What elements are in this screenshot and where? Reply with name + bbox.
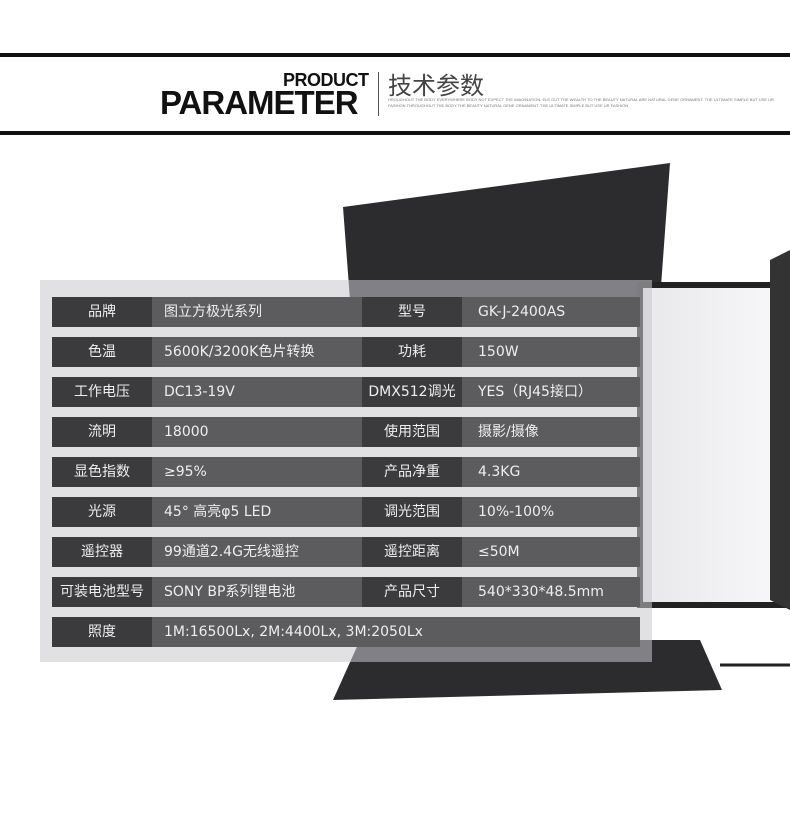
spec-value: 摄影/摄像 xyxy=(462,417,640,447)
divider xyxy=(378,72,379,116)
spec-label: 照度 xyxy=(52,617,152,647)
spec-value: 4.3KG xyxy=(462,457,640,487)
spec-label: 色温 xyxy=(52,337,152,367)
title-parameter: PARAMETER xyxy=(160,84,359,121)
spec-row: 品牌 图立方极光系列 型号 GK-J-2400AS xyxy=(52,297,640,327)
spec-label: 功耗 xyxy=(362,337,462,367)
spec-label: 品牌 xyxy=(52,297,152,327)
spec-label: DMX512调光 xyxy=(362,377,462,407)
spec-label: 型号 xyxy=(362,297,462,327)
spec-value: 5600K/3200K色片转换 xyxy=(152,337,362,367)
tagline: HROUGHOUT THE BODY EVERYWHERE BODY NOT E… xyxy=(388,97,774,108)
spec-value: DC13-19V xyxy=(152,377,362,407)
spec-row: 流明 18000 使用范围 摄影/摄像 xyxy=(52,417,640,447)
spec-value: 99通道2.4G无线遥控 xyxy=(152,537,362,567)
spec-value: 45° 高亮φ5 LED xyxy=(152,497,362,527)
spec-label: 遥控器 xyxy=(52,537,152,567)
spec-row: 色温 5600K/3200K色片转换 功耗 150W xyxy=(52,337,640,367)
spec-row: 工作电压 DC13-19V DMX512调光 YES（RJ45接口） xyxy=(52,377,640,407)
spec-value: SONY BP系列锂电池 xyxy=(152,577,362,607)
spec-row: 遥控器 99通道2.4G无线遥控 遥控距离 ≤50M xyxy=(52,537,640,567)
spec-value: 18000 xyxy=(152,417,362,447)
spec-label: 产品尺寸 xyxy=(362,577,462,607)
spec-label: 可装电池型号 xyxy=(52,577,152,607)
spec-value: ≥95% xyxy=(152,457,362,487)
spec-row: 显色指数 ≥95% 产品净重 4.3KG xyxy=(52,457,640,487)
spec-label: 显色指数 xyxy=(52,457,152,487)
spec-label: 遥控距离 xyxy=(362,537,462,567)
title-product: PRODUCT xyxy=(283,70,369,90)
bottom-rule xyxy=(0,131,790,135)
spec-label: 使用范围 xyxy=(362,417,462,447)
spec-value: 10%-100% xyxy=(462,497,640,527)
spec-row: 可装电池型号 SONY BP系列锂电池 产品尺寸 540*330*48.5mm xyxy=(52,577,640,607)
spec-label: 流明 xyxy=(52,417,152,447)
spec-value: 150W xyxy=(462,337,640,367)
top-rule xyxy=(0,53,790,57)
spec-value: 540*330*48.5mm xyxy=(462,577,640,607)
spec-label: 产品净重 xyxy=(362,457,462,487)
spec-label: 光源 xyxy=(52,497,152,527)
spec-value: YES（RJ45接口） xyxy=(462,377,640,407)
spec-value: GK-J-2400AS xyxy=(462,297,640,327)
spec-value: ≤50M xyxy=(462,537,640,567)
title-cn: 技术参数 xyxy=(388,72,484,100)
spec-row: 光源 45° 高亮φ5 LED 调光范围 10%-100% xyxy=(52,497,640,527)
spec-label: 调光范围 xyxy=(362,497,462,527)
spec-label: 工作电压 xyxy=(52,377,152,407)
spec-row: 照度 1M:16500Lx, 2M:4400Lx, 3M:2050Lx xyxy=(52,617,640,647)
spec-value: 图立方极光系列 xyxy=(152,297,362,327)
spec-value: 1M:16500Lx, 2M:4400Lx, 3M:2050Lx xyxy=(152,617,640,647)
